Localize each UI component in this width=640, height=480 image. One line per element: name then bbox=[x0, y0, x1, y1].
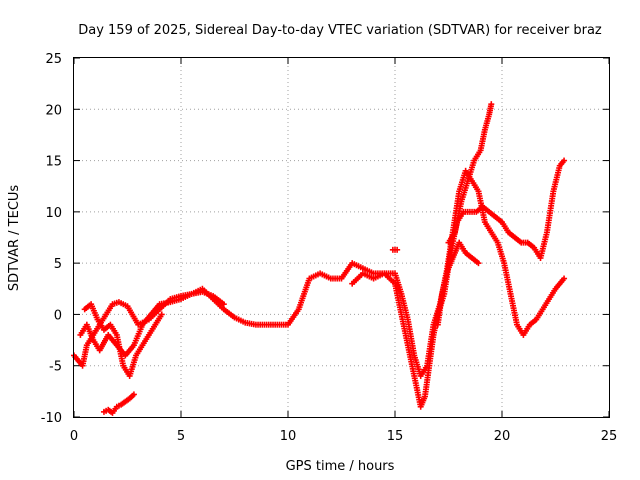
y-tick-label: -10 bbox=[41, 411, 62, 426]
y-tick-label: 10 bbox=[45, 206, 62, 221]
y-tick-label: 15 bbox=[45, 155, 62, 170]
chart-title: Day 159 of 2025, Sidereal Day-to-day VTE… bbox=[78, 23, 602, 38]
grid-lines bbox=[74, 58, 609, 417]
y-tick-label: 20 bbox=[45, 103, 62, 118]
data-point bbox=[394, 246, 401, 253]
data-points bbox=[71, 101, 568, 416]
x-tick-label: 10 bbox=[280, 429, 297, 444]
data-point bbox=[561, 157, 568, 164]
data-point bbox=[220, 301, 227, 308]
x-tick-label: 0 bbox=[70, 429, 78, 444]
data-point bbox=[130, 391, 137, 398]
x-tick-label: 15 bbox=[387, 429, 404, 444]
data-point bbox=[158, 311, 165, 318]
x-tick-label: 20 bbox=[494, 429, 511, 444]
y-axis-label: SDTVAR / TECUs bbox=[7, 185, 22, 292]
data-point bbox=[561, 275, 568, 282]
x-tick-label: 5 bbox=[177, 429, 185, 444]
y-tick-label: 0 bbox=[54, 308, 62, 323]
y-tick-label: 5 bbox=[54, 257, 62, 272]
x-tick-label: 25 bbox=[601, 429, 618, 444]
data-point bbox=[475, 260, 482, 267]
data-point bbox=[488, 101, 495, 108]
x-axis-label: GPS time / hours bbox=[286, 459, 395, 474]
y-tick-label: -5 bbox=[49, 360, 62, 375]
y-tick-label: 25 bbox=[45, 52, 62, 67]
axis-ticks: 0 5 10 15 20 25 -10 -5 0 5 10 15 20 25 bbox=[41, 52, 618, 444]
plot-frame bbox=[73, 57, 610, 418]
